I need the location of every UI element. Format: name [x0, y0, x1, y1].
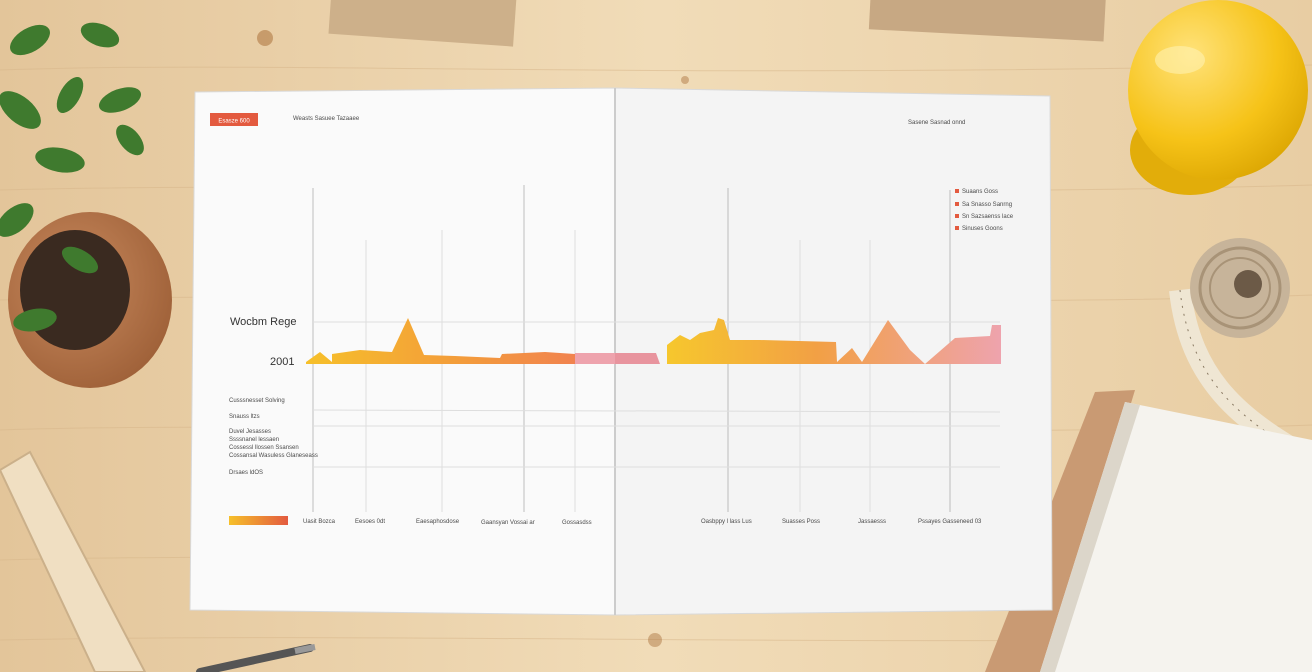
x-label: Eaesaphosdose [416, 519, 460, 525]
x-label: Gaansyan Vossai ar [481, 520, 535, 526]
report-header-right: Sasene Sasnad onnd [908, 120, 965, 126]
x-label: Pssayes Gasseneed 03 [918, 519, 982, 525]
side-label: Duvel Jesasses [229, 429, 271, 435]
x-label: Gossasdss [562, 520, 592, 526]
area-shape-mid [615, 353, 660, 364]
side-label: Ssssnanel lessaen [229, 437, 279, 443]
legend-label: Sa Snasso Sanrng [962, 202, 1012, 208]
plant-pot [0, 22, 172, 388]
area-shape-right [667, 318, 1001, 364]
area-shape-left [306, 318, 615, 364]
x-label: Suasses Poss [782, 519, 820, 525]
gradient-legend-bar [229, 516, 288, 525]
wood-block-top-right [868, 0, 1107, 42]
side-label: Drsaes ldOS [229, 470, 263, 476]
side-label: Cossansal Wasuless Glaneseass [229, 453, 318, 459]
area-shape-left-tail [575, 353, 615, 364]
report-title: Wocbm Rege [230, 316, 296, 328]
report-badge-text: Esasze 600 [218, 119, 250, 125]
report-badge [210, 113, 258, 126]
side-labels: Cusssnesset Solving Snauss ltzs Duvel Je… [229, 398, 318, 476]
x-label: Uasit Bozca [303, 519, 336, 525]
hard-hat [1128, 0, 1308, 195]
side-label: Cusssnesset Solving [229, 398, 285, 404]
notebook [985, 390, 1312, 672]
legend-label: Suaans Goss [962, 189, 998, 195]
wood-plank [0, 450, 147, 672]
legend-label: Sn Sazsaenss lace [962, 214, 1014, 220]
side-label: Snauss ltzs [229, 414, 260, 420]
x-label: Oasbppy l lass Lus [701, 519, 752, 525]
report-year: 2001 [270, 356, 294, 368]
open-report: Esasze 600 Weasts Sasuee Tazaaee Sasene … [189, 87, 1053, 616]
wood-block-top-left [328, 0, 517, 47]
report-header-left: Weasts Sasuee Tazaaee [293, 116, 360, 122]
side-label: Cossessl llossen Ssansen [229, 445, 299, 451]
pencil [196, 644, 316, 672]
chart-legend: Suaans Goss Sa Snasso Sanrng Sn Sazsaens… [955, 189, 1014, 232]
x-label: Jassaesss [858, 519, 886, 525]
x-axis-labels: Uasit Bozca Eesoes 0dt Eaesaphosdose Gaa… [303, 519, 982, 526]
x-label: Eesoes 0dt [355, 519, 385, 525]
legend-label: Sinuses Goons [962, 226, 1003, 232]
